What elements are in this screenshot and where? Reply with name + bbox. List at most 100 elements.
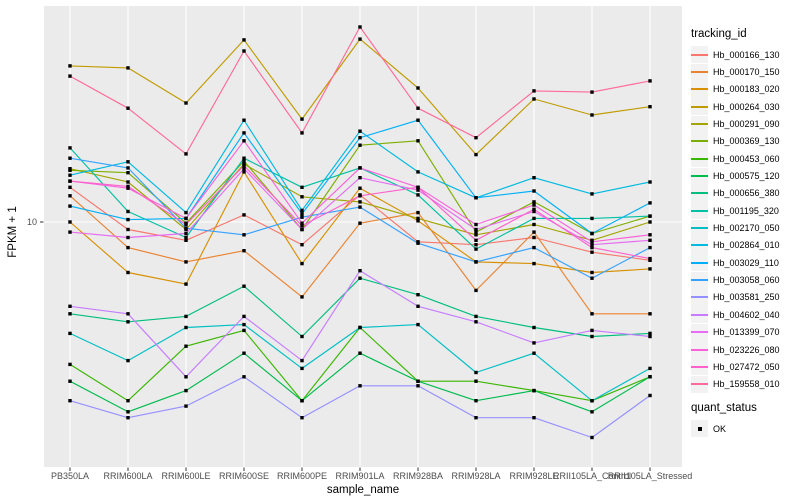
data-point (416, 210, 420, 215)
data-point (300, 224, 304, 228)
data-point (242, 139, 246, 143)
legend-line-icon (691, 296, 708, 299)
data-point (358, 136, 362, 140)
data-point (358, 129, 362, 133)
legend-line-icon (691, 209, 708, 212)
data-point (68, 194, 72, 198)
data-point (126, 320, 130, 324)
data-point (590, 192, 594, 196)
data-point (416, 118, 420, 122)
data-point (184, 210, 188, 215)
data-point (474, 416, 478, 420)
data-point (474, 243, 478, 247)
data-point (590, 113, 594, 117)
data-point (416, 106, 420, 110)
data-point (68, 168, 72, 172)
data-point (358, 143, 362, 147)
legend-line-icon (691, 331, 708, 334)
data-point (532, 261, 536, 266)
data-point (68, 230, 72, 234)
legend-label: Hb_159558_010 (713, 379, 780, 390)
data-point (242, 159, 246, 163)
data-point (532, 89, 536, 93)
x-tick-label: RRIM600LA (103, 471, 153, 481)
data-point (358, 221, 362, 225)
data-point (242, 167, 246, 171)
legend-label: Hb_000453_060 (713, 153, 780, 164)
data-point (474, 379, 478, 383)
data-point (648, 180, 652, 184)
data-point (474, 399, 478, 403)
data-point (184, 260, 188, 264)
legend-line-icon (691, 192, 708, 195)
data-point (590, 270, 594, 275)
legend-entry: Hb_023226_080 (691, 341, 799, 359)
data-point (358, 166, 362, 170)
legend-entry: Hb_004602_040 (691, 306, 799, 324)
x-tick-label: RRIM928LA (451, 471, 501, 481)
data-point (300, 227, 304, 232)
data-point (590, 328, 594, 333)
data-point (184, 101, 188, 105)
data-point (184, 314, 188, 319)
data-point (416, 241, 420, 245)
data-point (184, 388, 188, 393)
data-point (300, 261, 304, 266)
legend-label: Hb_000166_130 (713, 49, 780, 60)
data-point (416, 139, 420, 143)
legend-line-icon (691, 53, 708, 56)
x-axis-tick-labels: PB350LA RRIM600LA RRIM600LE RRIM600SE RRIM60… (0, 471, 800, 483)
data-point (126, 217, 130, 222)
legend-key (691, 236, 708, 254)
x-tick-label: RRIM600SE (218, 471, 270, 481)
data-point (68, 362, 72, 367)
legend-entry: Hb_027472_050 (691, 358, 799, 376)
data-point (184, 235, 188, 240)
legend-entry: Hb_003581_250 (691, 288, 799, 306)
legend-label: Hb_013399_070 (713, 327, 780, 338)
legend-key (691, 202, 708, 220)
data-point (300, 185, 304, 189)
data-point (184, 216, 188, 221)
legend-key (691, 167, 708, 185)
data-point (184, 282, 188, 286)
data-point (242, 131, 246, 135)
x-tick-label: PB350LA (50, 471, 90, 481)
legend-label: Hb_000369_130 (713, 136, 780, 147)
data-point (300, 117, 304, 121)
data-point (474, 320, 478, 324)
legend-entry: Hb_000575_120 (691, 167, 799, 185)
legend-key (691, 358, 708, 376)
data-point (358, 186, 362, 190)
data-point (68, 204, 72, 208)
data-point (300, 358, 304, 363)
data-point (242, 170, 246, 174)
data-point (532, 203, 536, 207)
data-point (242, 322, 246, 327)
data-point (590, 250, 594, 254)
data-point (68, 146, 72, 150)
data-point (648, 233, 652, 237)
data-point (68, 179, 72, 183)
data-point (358, 25, 362, 29)
data-point (68, 399, 72, 403)
data-point (126, 184, 130, 189)
legend-key (691, 115, 708, 133)
data-point (300, 215, 304, 219)
legend-entry: Hb_000656_380 (691, 184, 799, 202)
data-point (242, 163, 246, 168)
data-point (416, 379, 420, 383)
data-point (126, 358, 130, 363)
legend-label: Hb_000183_020 (713, 84, 780, 95)
data-point (358, 200, 362, 204)
data-point (126, 270, 130, 275)
data-point (242, 375, 246, 379)
data-point (126, 180, 130, 184)
data-point (126, 399, 130, 403)
legend-key (691, 375, 708, 393)
data-point (474, 238, 478, 242)
legend-entry: Hb_002864_010 (691, 236, 799, 254)
data-point (358, 176, 362, 180)
legend-line-icon (691, 227, 708, 230)
data-point (416, 185, 420, 189)
